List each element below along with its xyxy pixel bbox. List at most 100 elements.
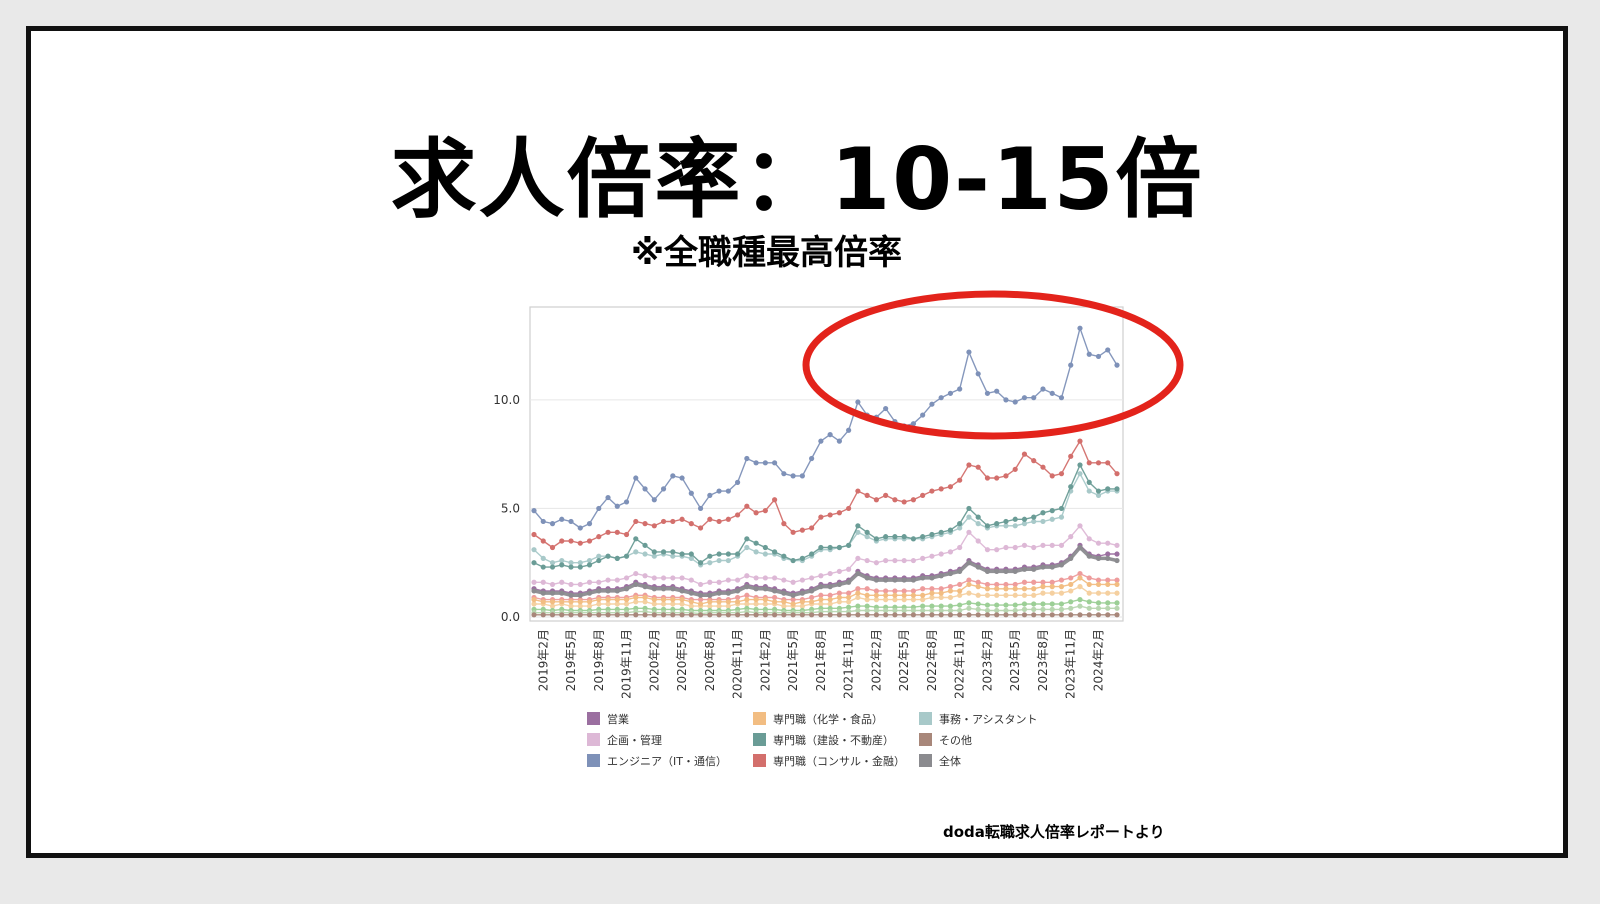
extra-series-line-point	[586, 603, 593, 609]
series-line-point	[1058, 542, 1065, 548]
series-line-point	[577, 560, 583, 566]
series-line-point	[957, 525, 963, 531]
x-tick-label: 2020年5月	[675, 629, 689, 691]
series-line-point	[633, 594, 639, 601]
series-line-point	[1003, 523, 1009, 529]
series-line-point	[1049, 542, 1055, 548]
series-line-point	[901, 534, 907, 540]
extra-series-line-point	[947, 584, 954, 590]
series-line-point	[642, 542, 648, 548]
series-line-point	[938, 590, 944, 596]
series-line-point	[559, 590, 565, 596]
series-line-point	[660, 486, 667, 492]
series-line-point	[781, 553, 787, 559]
series-line-point	[596, 579, 602, 585]
extra-series-line-point	[873, 588, 879, 594]
series-line-point	[947, 570, 954, 577]
series-line-point	[660, 575, 667, 581]
series-line-point	[929, 575, 935, 581]
series-line-point	[531, 560, 537, 566]
extra-series-line-point	[855, 594, 861, 601]
extra-series-line-point	[929, 586, 935, 592]
extra-series-line-point	[929, 607, 935, 614]
extra-series-line-point	[1105, 590, 1111, 596]
legend-label: その他	[939, 734, 972, 747]
series-line-point	[957, 386, 963, 392]
series-line-point	[920, 575, 926, 581]
series-line-point	[651, 549, 657, 555]
series-line-point	[762, 551, 768, 557]
series-line-point	[1049, 564, 1055, 570]
extra-series-line-point	[938, 607, 944, 614]
series-line-point	[660, 518, 667, 525]
extra-series-line-point	[781, 603, 787, 609]
series-line-point	[707, 553, 713, 559]
slide-frame: 求人倍率：10-15倍 ※全職種最高倍率 0.0 5.0 10.0 2019年2月 20…	[26, 26, 1568, 858]
series-line-point	[864, 575, 870, 581]
series-line-point	[1040, 584, 1046, 590]
series-line-point	[614, 597, 620, 603]
series-line-point	[568, 564, 574, 570]
series-line-point	[1003, 586, 1009, 592]
series-line-point	[910, 497, 917, 503]
extra-series-line-point	[994, 602, 1000, 608]
series-line-point	[809, 575, 815, 581]
extra-series-line-point	[938, 603, 944, 609]
series-line-point	[679, 551, 685, 557]
extra-series-line-point	[938, 594, 944, 601]
series-line-point	[651, 586, 657, 592]
series-line-point	[716, 488, 722, 494]
series-line-point	[1049, 584, 1055, 590]
series-line-point	[920, 555, 926, 561]
series-line-point	[1031, 544, 1037, 551]
series-line-point	[809, 525, 815, 531]
series-line-point	[688, 521, 694, 527]
series-line-point	[818, 514, 824, 520]
series-line-point	[799, 527, 805, 533]
series-line-point	[633, 549, 639, 555]
extra-series-line-point	[1040, 579, 1046, 585]
series-line-point	[1114, 581, 1120, 588]
series-line-point	[1086, 351, 1092, 357]
extra-series-line-point	[883, 588, 889, 594]
extra-series-line-point	[531, 601, 537, 607]
series-line-point	[1021, 566, 1028, 572]
series-line-point	[1031, 612, 1037, 618]
series-line-point	[549, 599, 556, 605]
extra-series-line-point	[846, 590, 852, 596]
extra-series-line-point	[1095, 605, 1102, 611]
series-line-point	[1040, 564, 1046, 570]
series-line-point	[799, 612, 805, 618]
extra-series-line-point	[883, 607, 889, 614]
series-line-point	[707, 492, 713, 498]
series-line-point	[910, 421, 917, 427]
series-line-point	[1003, 518, 1009, 525]
series-line-point	[605, 597, 611, 603]
series-line-point	[1031, 514, 1037, 520]
series-line-point	[947, 612, 954, 618]
extra-series-line-point	[846, 599, 852, 605]
series-line-point	[670, 549, 676, 555]
series-line-point	[772, 599, 778, 605]
series-line-point	[1077, 438, 1083, 444]
series-line-point	[1114, 612, 1120, 618]
series-line-point	[1086, 460, 1092, 466]
extra-series-line-point	[873, 607, 879, 614]
series-line-point	[540, 590, 546, 596]
series-line-point	[716, 551, 722, 557]
series-line-point	[586, 590, 593, 596]
series-line-point	[1105, 551, 1111, 557]
extra-series-line-point	[836, 599, 842, 605]
series-line-point	[846, 579, 852, 585]
series-line-point	[836, 594, 842, 601]
series-line-point	[1105, 486, 1111, 492]
series-line-point	[725, 551, 731, 557]
series-line-point	[1040, 510, 1046, 516]
series-line-point	[910, 536, 917, 542]
extra-series-line-point	[1003, 581, 1009, 588]
series-line-point	[725, 557, 731, 564]
series-line-point	[623, 575, 630, 581]
series-line-point	[1003, 612, 1009, 618]
y-tick-label: 0.0	[501, 610, 520, 624]
series-line-point	[975, 538, 981, 544]
